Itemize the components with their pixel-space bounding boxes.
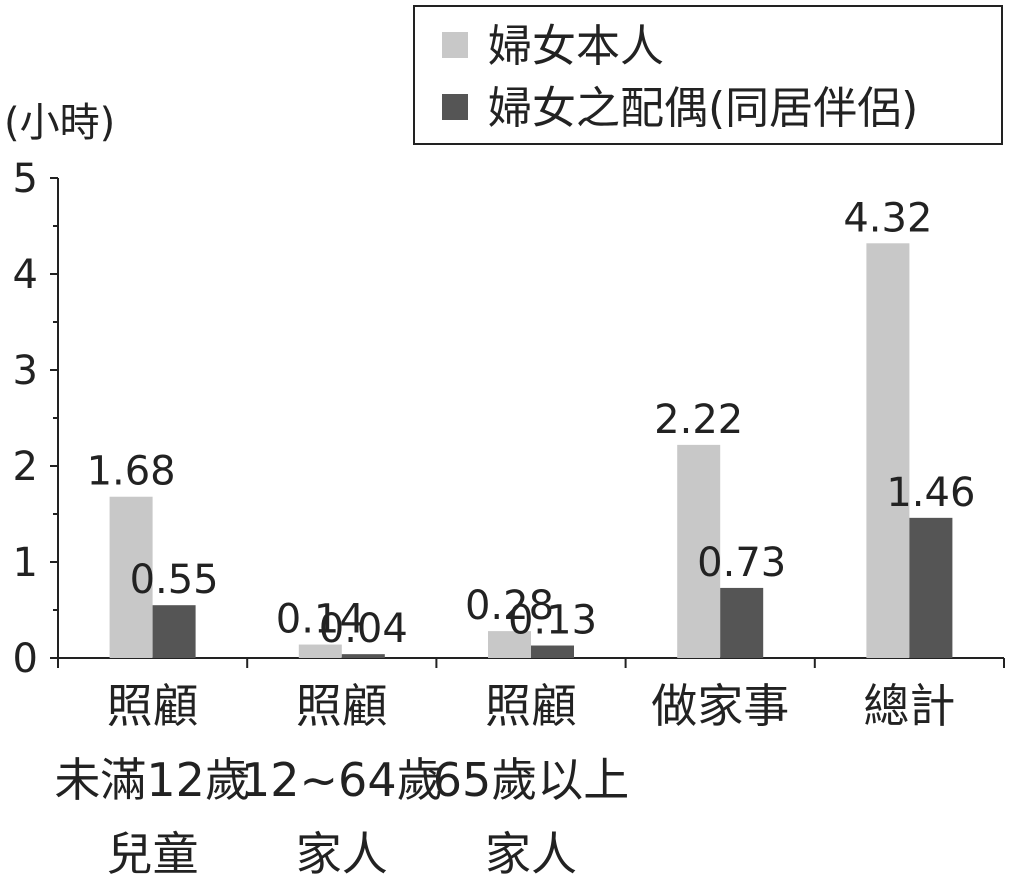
y-tick-label: 4 (13, 252, 38, 298)
bar-spouse (152, 605, 196, 658)
bar-women (677, 444, 721, 658)
category-label: 65歲以上 (433, 753, 630, 807)
bar-spouse (720, 587, 764, 658)
bar-spouse (909, 517, 953, 658)
y-tick-label: 0 (13, 636, 38, 682)
legend-label-women: 婦女本人 (488, 21, 664, 72)
y-ticks: 0 1 2 3 4 5 (13, 156, 1005, 682)
category-label: 家人 (485, 827, 577, 881)
data-label: 0.55 (130, 557, 219, 603)
data-label: 4.32 (843, 195, 932, 241)
data-label: 2.22 (654, 397, 743, 443)
data-label: 0.04 (319, 606, 408, 652)
y-tick-label: 1 (13, 540, 38, 586)
data-label: 1.46 (886, 470, 975, 516)
category-label: 做家事 (651, 679, 789, 733)
bar-spouse (531, 645, 574, 658)
legend-swatch-spouse (442, 94, 468, 120)
category-label: 照顧 (296, 679, 388, 733)
bar-women (866, 243, 910, 658)
legend: 婦女本人 婦女之配偶(同居伴侶) (413, 5, 1003, 145)
category-label: 照顧 (107, 679, 199, 733)
legend-box (413, 5, 1003, 145)
category-label: 兒童 (107, 827, 199, 881)
data-label: 0.14 (276, 597, 365, 643)
data-label: 0.73 (697, 540, 786, 586)
y-axis-unit-label: (小時) (4, 100, 115, 146)
bar-spouse (341, 654, 385, 658)
data-labels: 1.68 0.55 0.140.04 0.280.13 2.22 0.73 4.32 1.46 (87, 195, 976, 652)
bar-women (488, 631, 531, 658)
y-tick-label: 2 (13, 444, 38, 490)
data-label: 1.68 (87, 449, 176, 495)
bar-women (298, 644, 342, 658)
data-label: 0.28 (465, 583, 554, 629)
bars (109, 243, 953, 658)
data-label: 0.13 (508, 598, 597, 644)
category-label: 總計 (863, 679, 955, 733)
category-label: 12~64歲 (241, 753, 443, 807)
category-label: 未滿12歲 (54, 753, 251, 807)
category-label: 家人 (296, 827, 388, 881)
category-label: 照顧 (485, 679, 577, 733)
bar-women (109, 496, 153, 658)
y-tick-label: 5 (13, 156, 38, 202)
legend-swatch-women (442, 32, 468, 58)
legend-label-spouse: 婦女之配偶(同居伴侶) (488, 83, 918, 134)
y-tick-label: 3 (13, 348, 38, 394)
